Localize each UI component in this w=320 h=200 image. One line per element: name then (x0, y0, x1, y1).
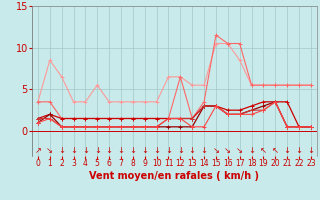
Text: ↓: ↓ (295, 146, 302, 155)
Text: ↘: ↘ (212, 146, 220, 155)
Text: ↓: ↓ (141, 146, 148, 155)
Text: ↓: ↓ (82, 146, 89, 155)
Text: ↓: ↓ (106, 146, 113, 155)
Text: ↘: ↘ (224, 146, 231, 155)
Text: ↓: ↓ (248, 146, 255, 155)
Text: ↓: ↓ (117, 146, 124, 155)
Text: ↓: ↓ (70, 146, 77, 155)
X-axis label: Vent moyen/en rafales ( km/h ): Vent moyen/en rafales ( km/h ) (89, 171, 260, 181)
Text: ↘: ↘ (236, 146, 243, 155)
Text: ↓: ↓ (284, 146, 291, 155)
Text: ↓: ↓ (165, 146, 172, 155)
Text: ↓: ↓ (94, 146, 101, 155)
Text: ↓: ↓ (58, 146, 65, 155)
Text: ↘: ↘ (46, 146, 53, 155)
Text: ↓: ↓ (177, 146, 184, 155)
Text: ↖: ↖ (260, 146, 267, 155)
Text: ↗: ↗ (35, 146, 41, 155)
Text: ↓: ↓ (308, 146, 314, 155)
Text: ↓: ↓ (153, 146, 160, 155)
Text: ↖: ↖ (272, 146, 279, 155)
Text: ↓: ↓ (201, 146, 208, 155)
Text: ↓: ↓ (189, 146, 196, 155)
Text: ↓: ↓ (129, 146, 136, 155)
